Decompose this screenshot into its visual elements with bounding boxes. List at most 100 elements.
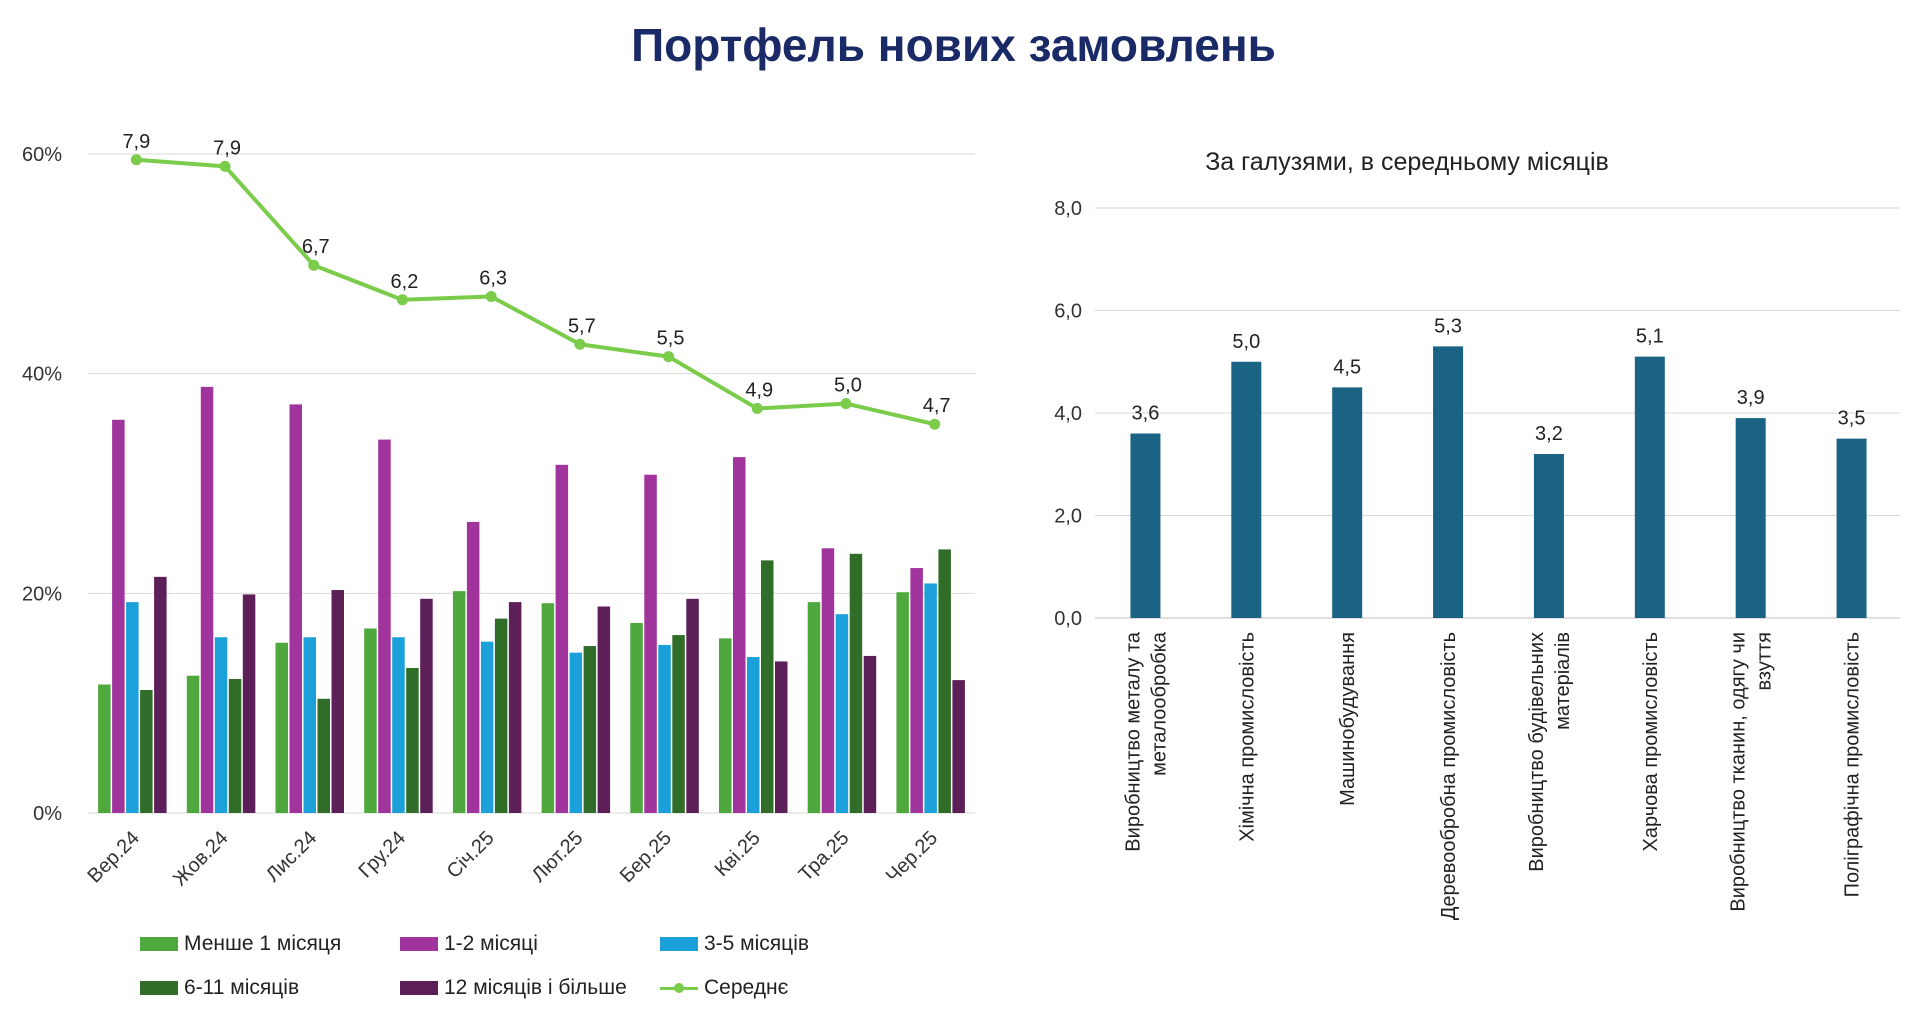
- legend-swatch: [660, 937, 698, 951]
- bar: [747, 657, 760, 813]
- legend-label: 6-11 місяців: [184, 976, 300, 999]
- bar: [807, 602, 821, 813]
- bar: [863, 655, 877, 813]
- average-point: [219, 160, 231, 172]
- bar-data-label: 5,3: [1434, 315, 1462, 337]
- average-data-label: 5,5: [657, 328, 685, 350]
- industry-chart: За галузями, в середньому місяців 0,0 2,0…: [1054, 148, 1900, 920]
- legend-swatch: [140, 981, 178, 995]
- average-point: [663, 351, 675, 363]
- right-bars: 3,6 5,0 4,5 5,3 3,2 5,1 3,9 3,5: [1130, 315, 1867, 618]
- average-point: [929, 418, 941, 430]
- average-data-label: 6,2: [391, 271, 419, 293]
- x-tick-label: Лют.25: [528, 827, 588, 887]
- x-tick-label: Гру.24: [355, 827, 410, 882]
- bar: [406, 668, 419, 813]
- bar: [154, 576, 167, 813]
- bar: [1231, 361, 1262, 618]
- bar: [126, 602, 139, 813]
- bar: [896, 592, 909, 813]
- bar: [775, 661, 788, 813]
- legend-label: 12 місяців і більше: [444, 976, 627, 999]
- bar: [200, 386, 214, 813]
- legend-label: Менше 1 місяця: [184, 932, 342, 955]
- x-tick-label: Виробництво металу та: [1122, 631, 1144, 852]
- x-tick-label: Кві.25: [711, 827, 765, 881]
- bar: [910, 568, 923, 813]
- bar: [317, 698, 330, 813]
- bar: [289, 404, 302, 813]
- bar: [392, 637, 405, 813]
- average-point: [485, 291, 497, 303]
- x-tick-label: Жов.24: [169, 827, 232, 890]
- bar: [1433, 346, 1464, 618]
- average-line: 7,9 7,9 6,7 6,2 6,3 5,7 5,5 4,9 5,0 4,7: [122, 131, 951, 430]
- average-data-label: 5,0: [834, 375, 862, 397]
- average-point: [308, 259, 320, 271]
- bar: [466, 521, 480, 813]
- right-y-axis-ticks: 0,0 2,0 4,0 6,0 8,0: [1054, 198, 1082, 630]
- bar: [733, 457, 746, 813]
- legend-item: 1-2 місяці: [400, 932, 538, 956]
- legend-swatch: [400, 937, 438, 951]
- page-title: Портфель нових замовлень: [631, 19, 1276, 71]
- y-tick-label: 6,0: [1054, 301, 1082, 323]
- x-tick-label: Поліграфічна промисловість: [1842, 632, 1864, 897]
- y-tick-label: 0%: [33, 803, 62, 825]
- bar: [214, 637, 228, 813]
- legend-label: Середнє: [704, 976, 789, 999]
- legend-label: 1-2 місяці: [444, 932, 538, 955]
- bar-data-label: 5,1: [1636, 326, 1664, 348]
- average-point: [130, 154, 142, 166]
- y-tick-label: 8,0: [1054, 198, 1082, 220]
- x-tick-label: Бер.25: [616, 827, 676, 887]
- bar: [452, 591, 466, 813]
- average-point: [751, 403, 763, 415]
- bar: [849, 553, 863, 813]
- bar: [98, 684, 111, 813]
- bar: [494, 618, 508, 813]
- legend-label: 3-5 місяців: [704, 932, 810, 955]
- bar-data-label: 3,2: [1535, 423, 1563, 445]
- industry-chart-title: За галузями, в середньому місяців: [1205, 148, 1609, 176]
- y-tick-label: 4,0: [1054, 403, 1082, 425]
- bar: [630, 622, 643, 813]
- bar-data-label: 3,6: [1132, 403, 1160, 425]
- y-tick-label: 2,0: [1054, 506, 1082, 528]
- legend-swatch: [140, 937, 178, 951]
- bar: [228, 679, 242, 813]
- bar-data-label: 4,5: [1333, 356, 1361, 378]
- average-data-label: 7,9: [122, 131, 150, 153]
- bar: [1332, 387, 1363, 618]
- average-data-label: 4,7: [923, 395, 951, 417]
- average-data-label: 6,7: [302, 236, 330, 258]
- order-portfolio-chart: 0%20%40%60% 0,02,04,06,08,0 7,97,96,76,2…: [22, 131, 975, 890]
- bar-data-label: 3,9: [1737, 387, 1765, 409]
- bar: [378, 439, 391, 813]
- bar: [140, 689, 153, 813]
- x-tick-label: Машинобудування: [1337, 632, 1359, 806]
- bar: [658, 644, 671, 813]
- bar: [331, 590, 344, 813]
- y-tick-label: 20%: [22, 583, 62, 605]
- bar: [821, 548, 835, 813]
- bar: [719, 638, 732, 813]
- left-y-axis-ticks: 0% 20% 40% 60%: [22, 144, 62, 825]
- bar: [835, 614, 849, 813]
- average-point: [840, 398, 852, 410]
- bar: [364, 628, 377, 813]
- bar: [952, 680, 965, 813]
- bar: [112, 419, 125, 813]
- average-data-label: 6,3: [479, 268, 507, 290]
- average-data-label: 5,7: [568, 315, 596, 337]
- bar: [480, 641, 494, 813]
- bar: [186, 675, 200, 813]
- bar: [242, 594, 256, 813]
- average-data-label: 7,9: [213, 137, 241, 159]
- right-gridlines: [1095, 207, 1900, 619]
- average-point: [574, 338, 586, 350]
- bar: [597, 606, 611, 813]
- x-tick-label: Вер.24: [84, 827, 144, 887]
- legend-item: Менше 1 місяця: [140, 932, 341, 956]
- bar: [569, 652, 583, 813]
